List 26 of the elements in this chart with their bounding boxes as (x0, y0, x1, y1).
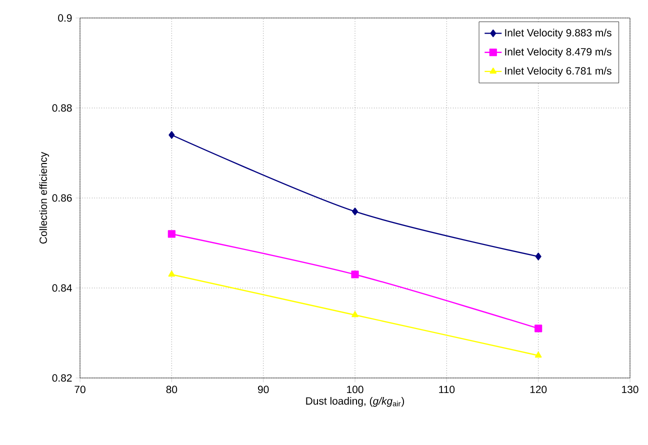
x-axis-title: Dust loading, (g/kg$_{air}$) (306, 397, 404, 407)
x-tick-label: 70 (74, 386, 86, 394)
point (168, 270, 176, 277)
legend-label: Inlet Velocity 8.479 m/s (505, 48, 612, 58)
point (534, 352, 542, 358)
y-tick-label: 0.9 (58, 14, 72, 22)
y-tick-label: 0.84 (52, 284, 72, 292)
point (352, 311, 358, 318)
legend-label: Inlet Velocity 6.781 m/s (505, 66, 612, 77)
legend-label: Inlet Velocity 9.883 m/s (505, 28, 612, 39)
y-axis-title: Collection efficiency (39, 152, 50, 244)
x-tick-label: 100 (347, 386, 364, 394)
x-tick-label: 110 (439, 386, 455, 394)
x-tick-label: 130 (622, 386, 638, 394)
point (534, 324, 542, 332)
y-tick-label: 0.88 (52, 104, 72, 112)
point (168, 230, 176, 238)
point (535, 252, 542, 260)
x-tick-label: 90 (258, 386, 269, 394)
point (351, 270, 359, 278)
y-tick-label: 0.82 (52, 374, 72, 382)
x-tick-label: 120 (530, 386, 547, 394)
x-tick-label: 80 (166, 386, 178, 394)
point (168, 131, 175, 139)
point (352, 208, 358, 216)
y-tick-label: 0.86 (52, 194, 72, 202)
